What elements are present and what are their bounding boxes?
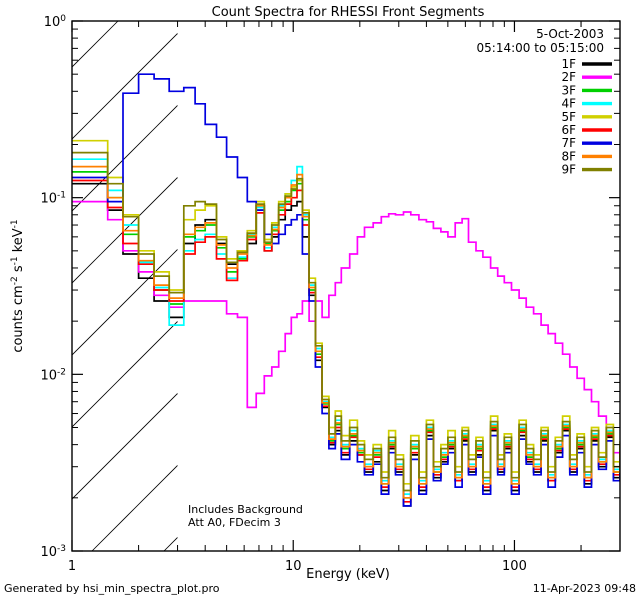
y-tick-mantissa: 10 bbox=[40, 368, 57, 383]
legend-label-5f: 5F bbox=[561, 110, 576, 124]
y-axis-label: counts cm-2 s-1 keV-1 bbox=[10, 219, 26, 352]
y-axis-ticks bbox=[72, 20, 620, 552]
y-axis-label-sup-c: -1 bbox=[10, 219, 20, 228]
y-tick-exponent: -3 bbox=[57, 544, 66, 554]
legend-label-9f: 9F bbox=[561, 163, 576, 177]
observation-time-range: 05:14:00 to 05:15:00 bbox=[477, 41, 604, 55]
y-axis-label-part-b: s bbox=[11, 265, 26, 276]
svg-text:counts cm-2 s-1 keV-1: counts cm-2 s-1 keV-1 bbox=[10, 219, 26, 352]
y-tick-mantissa: 10 bbox=[40, 545, 57, 560]
chart-title: Count Spectra for RHESSI Front Segments bbox=[212, 5, 485, 20]
annotation-attenuator-state: Att A0, FDecim 3 bbox=[188, 516, 281, 529]
y-tick-label: 100 bbox=[44, 14, 67, 30]
y-axis-label-part-a: counts cm bbox=[11, 285, 26, 352]
legend-label-4f: 4F bbox=[561, 97, 576, 111]
spectrum-curve-2f bbox=[72, 200, 620, 472]
spectrum-curve-9f bbox=[72, 151, 620, 492]
legend-label-7f: 7F bbox=[561, 136, 576, 150]
y-axis-label-sup-a: -2 bbox=[10, 276, 20, 285]
x-axis-tick-labels: 1 10 100 bbox=[68, 559, 527, 574]
annotation-includes-background: Includes Background bbox=[188, 503, 303, 516]
legend-label-1f: 1F bbox=[561, 57, 576, 71]
legend-label-8f: 8F bbox=[561, 149, 576, 163]
y-tick-exponent: -1 bbox=[57, 191, 66, 201]
y-tick-label: 10-3 bbox=[40, 544, 66, 560]
x-tick-label: 10 bbox=[285, 559, 302, 574]
x-axis-ticks bbox=[71, 21, 621, 551]
legend-label-6f: 6F bbox=[561, 123, 576, 137]
legend-label-3f: 3F bbox=[561, 83, 576, 97]
hatched-excluded-region bbox=[72, 21, 178, 551]
spectra-curves bbox=[72, 73, 620, 507]
y-tick-exponent: 0 bbox=[60, 14, 66, 24]
spectrum-curve-6f bbox=[72, 179, 620, 503]
footer-generator: Generated by hsi_min_spectra_plot.pro bbox=[4, 582, 220, 595]
spectrum-curve-3f bbox=[72, 171, 620, 499]
y-tick-mantissa: 10 bbox=[40, 192, 57, 207]
y-axis-label-part-c: keV bbox=[11, 228, 26, 256]
x-axis-label: Energy (keV) bbox=[306, 567, 390, 582]
y-tick-label: 10-2 bbox=[40, 367, 66, 383]
legend-label-2f: 2F bbox=[561, 70, 576, 84]
footer-timestamp: 11-Apr-2023 09:48 bbox=[533, 582, 636, 595]
y-tick-mantissa: 10 bbox=[44, 15, 61, 30]
observation-date: 5-Oct-2003 bbox=[536, 27, 604, 41]
spectrum-curve-5f bbox=[72, 139, 620, 485]
y-tick-exponent: -2 bbox=[57, 367, 66, 377]
x-tick-label: 1 bbox=[68, 559, 76, 574]
spectrum-curve-4f bbox=[72, 158, 620, 495]
y-tick-label: 10-1 bbox=[40, 191, 66, 207]
y-axis-label-sup-b: -1 bbox=[10, 256, 20, 265]
plot-frame bbox=[71, 20, 621, 552]
x-tick-label: 100 bbox=[502, 559, 527, 574]
